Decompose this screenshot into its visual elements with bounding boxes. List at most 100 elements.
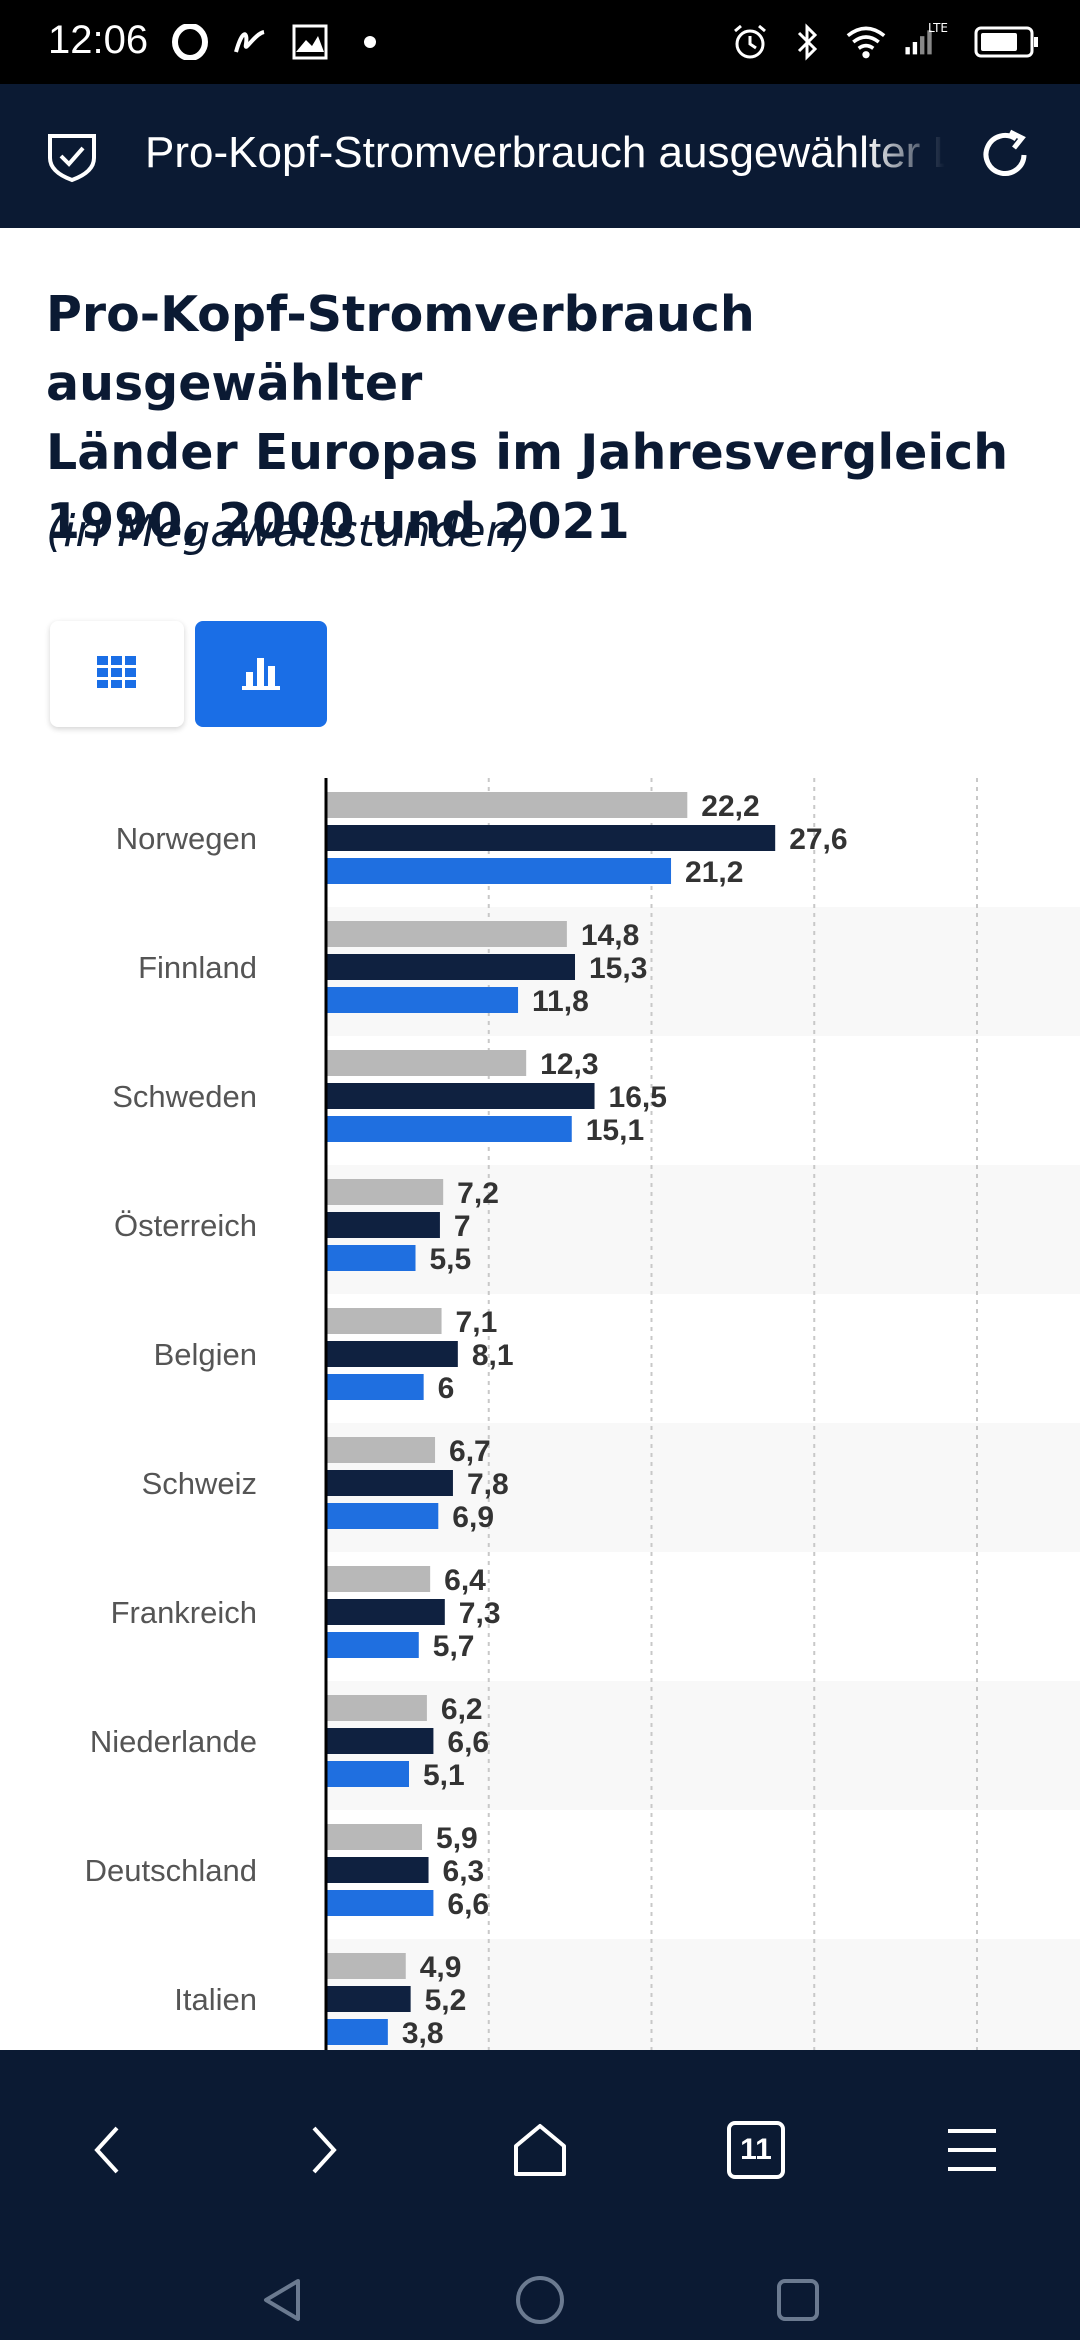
data-label: 5,2 — [425, 1984, 467, 2017]
data-label: 7 — [454, 1210, 471, 1243]
system-recents-icon[interactable] — [758, 2260, 838, 2340]
category-label: Schweden — [112, 1079, 257, 1114]
data-label: 7,8 — [467, 1468, 509, 1501]
bar — [326, 1632, 419, 1658]
system-back-icon[interactable] — [243, 2260, 323, 2340]
bar — [326, 1986, 411, 2012]
bar — [326, 954, 576, 980]
data-label: 7,2 — [457, 1177, 499, 1210]
signal-icon: LTE — [904, 21, 956, 62]
signature-app-icon — [230, 22, 270, 62]
data-label: 8,1 — [472, 1339, 514, 1372]
bar — [326, 1599, 445, 1625]
tabs-icon — [727, 2121, 785, 2179]
data-label: 12,3 — [540, 1048, 598, 1081]
bar — [326, 1308, 442, 1334]
chart-title-line: Länder Europas im Jahresvergleich — [46, 424, 1009, 481]
bar — [326, 1566, 431, 1592]
data-label: 5,5 — [430, 1243, 472, 1276]
row-band — [326, 1939, 1080, 2050]
data-label: 4,9 — [420, 1951, 462, 1984]
bar — [326, 1083, 595, 1109]
category-label: Schweiz — [142, 1466, 257, 1501]
shield-check-icon[interactable] — [44, 128, 100, 184]
data-label: 6,4 — [444, 1564, 486, 1597]
bar — [326, 921, 567, 947]
data-label: 6,6 — [447, 1888, 489, 1921]
bar — [326, 858, 672, 884]
home-icon[interactable] — [490, 2100, 590, 2200]
data-label: 6,2 — [441, 1693, 483, 1726]
row-band — [326, 1165, 1080, 1294]
data-label: 3,8 — [402, 2017, 444, 2050]
bar — [326, 1695, 427, 1721]
app-bar: Pro-Kopf-Stromverbrauch ausgewählter Län… — [0, 84, 1080, 228]
data-label: 5,9 — [436, 1822, 478, 1855]
data-label: 6,9 — [452, 1501, 494, 1534]
data-label: 6,3 — [443, 1855, 485, 1888]
category-label: Italien — [174, 1982, 257, 2017]
bar — [326, 1953, 406, 1979]
back-icon[interactable] — [57, 2100, 157, 2200]
forward-icon[interactable] — [274, 2100, 374, 2200]
bar — [326, 1374, 424, 1400]
bar — [326, 1890, 434, 1916]
bar — [326, 1503, 439, 1529]
chart-canvas: Norwegen 22,2 27,6 21,2 Finnland 14,815,311,8… — [85, 778, 1080, 2050]
bar — [326, 1050, 527, 1076]
category-label: Frankreich — [111, 1595, 257, 1630]
data-label: 6,6 — [447, 1726, 489, 1759]
tabs-button[interactable]: 11 — [706, 2100, 806, 2200]
dot-icon — [350, 22, 390, 62]
chart-title: Pro-Kopf-Stromverbrauch ausgewählter Län… — [46, 280, 1046, 556]
data-label: 16,5 — [609, 1081, 667, 1114]
table-view-button[interactable] — [50, 621, 184, 727]
data-label: 5,7 — [433, 1630, 475, 1663]
reload-icon[interactable] — [976, 126, 1036, 186]
alarm-icon — [730, 22, 770, 62]
category-label: Norwegen — [116, 821, 257, 856]
category-label: Belgien — [154, 1337, 257, 1372]
chart-view-button[interactable] — [195, 621, 327, 727]
row-band — [326, 1681, 1080, 1810]
data-label: 7,3 — [459, 1597, 501, 1630]
chart-subtitle: (in Megawattstunden) — [46, 506, 531, 557]
bar — [326, 987, 519, 1013]
menu-icon[interactable] — [922, 2100, 1022, 2200]
bar — [326, 1824, 423, 1850]
bar — [326, 1179, 444, 1205]
status-time: 12:06 — [48, 18, 149, 62]
chart-title-line: Pro-Kopf-Stromverbrauch ausgewählter — [46, 286, 755, 412]
bar — [326, 1212, 440, 1238]
browser-nav-bar: 11 — [0, 2050, 1080, 2340]
bar — [326, 2019, 388, 2045]
table-grid-icon — [97, 656, 137, 692]
bar — [326, 1245, 416, 1271]
network-type: LTE — [928, 21, 948, 35]
status-bar: 12:06 LTE — [0, 0, 1080, 84]
data-label: 22,2 — [701, 790, 759, 823]
system-home-icon[interactable] — [500, 2260, 580, 2340]
data-label: 27,6 — [789, 823, 847, 856]
data-label: 15,3 — [589, 952, 647, 985]
bluetooth-icon — [788, 22, 828, 62]
data-label: 6,7 — [449, 1435, 491, 1468]
wifi-icon — [846, 22, 886, 62]
bar-chart-icon — [242, 654, 280, 694]
bar — [326, 1470, 453, 1496]
data-label: 6 — [438, 1372, 455, 1405]
bar — [326, 1857, 429, 1883]
data-label: 14,8 — [581, 919, 639, 952]
bar — [326, 1437, 436, 1463]
bar — [326, 792, 688, 818]
bar — [326, 1341, 458, 1367]
bar — [326, 1761, 410, 1787]
bar — [326, 825, 776, 851]
data-label: 15,1 — [586, 1114, 644, 1147]
tab-count: 11 — [740, 2133, 772, 2166]
bar-chart: Norwegen 22,2 27,6 21,2 Finnland 14,8 15,3 11,8… — [0, 778, 1080, 2050]
battery-icon — [974, 22, 1040, 62]
gallery-icon — [290, 22, 330, 62]
bar — [326, 1728, 434, 1754]
page-title-bar[interactable]: Pro-Kopf-Stromverbrauch ausgewählter Län… — [145, 128, 945, 177]
